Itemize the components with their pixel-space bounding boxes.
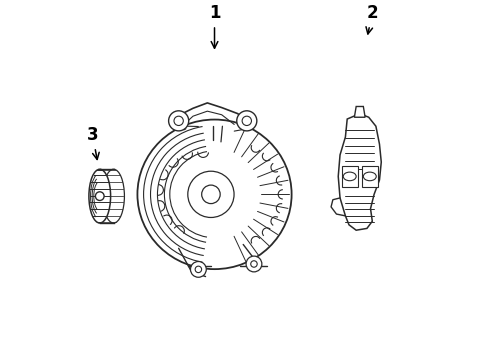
Text: 2: 2 [366,4,378,34]
Text: 1: 1 [209,4,221,48]
Ellipse shape [137,120,292,269]
Polygon shape [354,107,365,117]
Circle shape [169,111,189,131]
Circle shape [191,261,206,277]
Ellipse shape [89,169,111,223]
Circle shape [96,192,104,201]
Ellipse shape [103,169,124,223]
Polygon shape [362,166,378,187]
Circle shape [188,171,234,217]
Circle shape [246,256,262,272]
Polygon shape [338,114,381,230]
Polygon shape [342,166,358,187]
Text: 3: 3 [87,126,99,159]
Circle shape [237,111,257,131]
Circle shape [202,185,220,204]
